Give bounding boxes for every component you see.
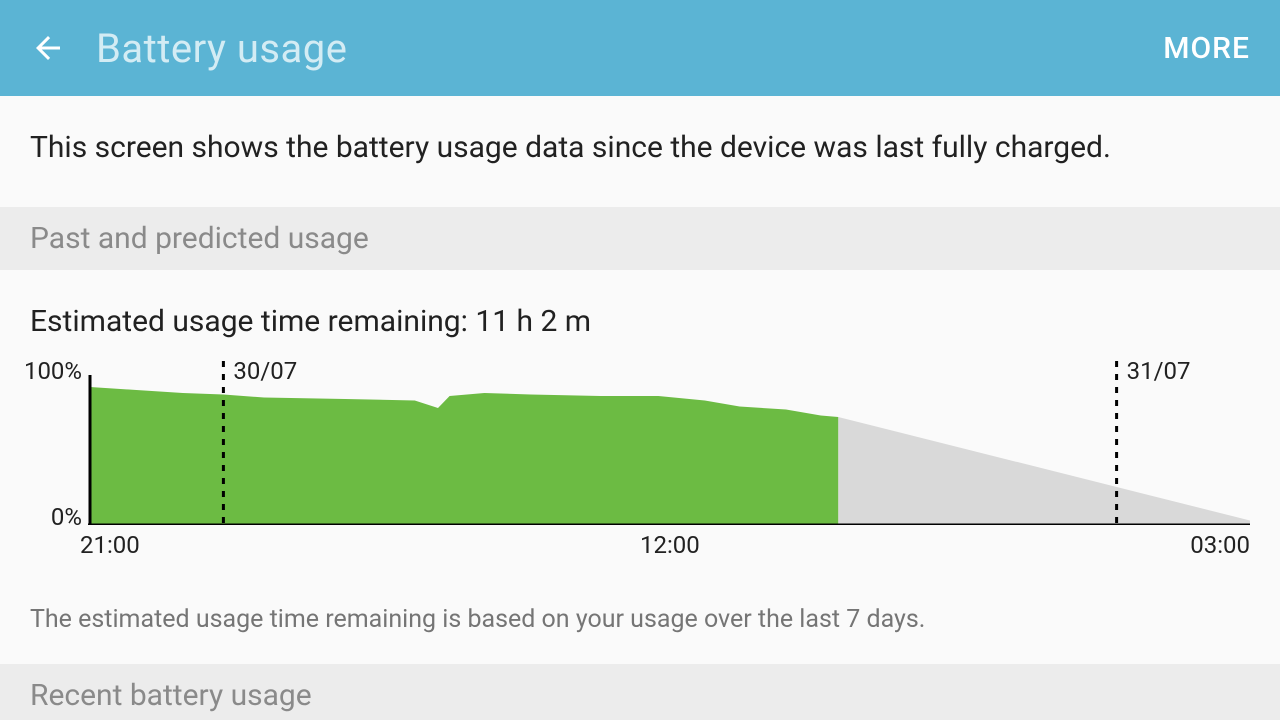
intro-text: This screen shows the battery usage data… xyxy=(0,96,1280,207)
usage-content: Estimated usage time remaining: 11 h 2 m… xyxy=(0,270,1280,575)
footnote-text: The estimated usage time remaining is ba… xyxy=(0,575,1280,664)
back-arrow-icon[interactable] xyxy=(30,30,66,66)
x-axis-time-label: 21:00 xyxy=(80,531,140,559)
battery-chart-svg xyxy=(30,361,1250,525)
section-header-past-predicted: Past and predicted usage xyxy=(0,207,1280,270)
battery-chart: 100%0%30/0731/0721:0012:0003:00 xyxy=(30,361,1250,565)
predicted-usage-area xyxy=(838,417,1250,525)
y-axis-label-bottom: 0% xyxy=(51,503,82,531)
date-marker-label: 31/07 xyxy=(1127,357,1191,385)
x-axis-time-label: 12:00 xyxy=(640,531,700,559)
date-marker-label: 30/07 xyxy=(233,357,297,385)
y-axis-label-top: 100% xyxy=(24,357,82,385)
more-button[interactable]: MORE xyxy=(1163,31,1250,66)
page-title: Battery usage xyxy=(96,25,1163,72)
actual-usage-area xyxy=(90,387,838,525)
estimated-remaining: Estimated usage time remaining: 11 h 2 m xyxy=(30,304,1250,339)
section-header-recent: Recent battery usage xyxy=(0,664,1280,720)
x-axis-time-label: 03:00 xyxy=(1190,531,1250,559)
app-header: Battery usage MORE xyxy=(0,0,1280,96)
